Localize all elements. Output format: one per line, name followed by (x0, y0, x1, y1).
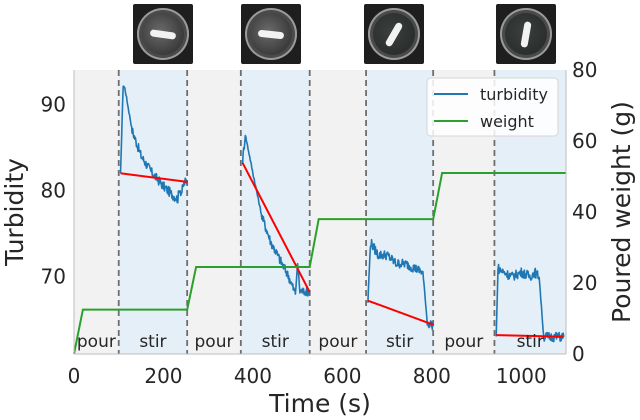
y-tick-label-80: 80 (41, 178, 66, 202)
phase-band-pour-0 (74, 70, 119, 354)
thumbnail-after-pour-2 (241, 4, 301, 64)
thumbnail-after-pour-1 (133, 4, 193, 64)
x-tick-label-200: 200 (144, 364, 182, 388)
y2-tick-label-40: 40 (572, 200, 597, 224)
phase-backgrounds (74, 70, 566, 354)
phase-label-pour-0: pour (77, 332, 116, 352)
phase-label-stir-7: stir (517, 332, 544, 352)
y2-axis-label: Poured weight (g) (607, 101, 636, 323)
turbidity-line-segment-2 (241, 134, 311, 297)
x-tick-label-400: 400 (234, 364, 272, 388)
thumbnail-after-pour-3 (364, 4, 424, 64)
legend-label-turbidity: turbidity (480, 85, 548, 104)
y2-tick-label-0: 0 (572, 342, 585, 366)
y2-tick-label-20: 20 (572, 271, 597, 295)
phase-band-stir-3 (240, 70, 310, 354)
phase-label-pour-2: pour (195, 332, 234, 352)
legend: turbidity weight (426, 77, 559, 137)
phase-label-stir-1: stir (139, 332, 166, 352)
fit-line-1 (120, 172, 188, 183)
x-tick-label-0: 0 (68, 364, 81, 388)
x-tick-label-1000: 1000 (496, 364, 547, 388)
x-axis-label: Time (s) (268, 389, 371, 418)
fit-line-2 (241, 162, 311, 293)
fit-line-4 (496, 334, 564, 338)
phase-label-stir-3: stir (262, 332, 289, 352)
legend-label-weight: weight (480, 112, 534, 131)
thumbnail-after-pour-4 (496, 4, 556, 64)
x-tick-label-800: 800 (413, 364, 451, 388)
phase-labels: pour stir pour stir pour stir pour stir (77, 332, 544, 352)
y-axis-label: Turbidity (0, 158, 29, 267)
y2-tick-label-80: 80 (572, 58, 597, 82)
phase-label-pour-4: pour (318, 332, 357, 352)
data-series (73, 85, 566, 355)
fit-line-3 (367, 299, 434, 326)
phase-label-stir-5: stir (386, 332, 413, 352)
y-tick-label-70: 70 (41, 265, 66, 289)
y2-tick-label-60: 60 (572, 129, 597, 153)
x-tick-label-600: 600 (323, 364, 361, 388)
phase-divider-lines (117, 70, 496, 354)
turbidity-line-segment-3 (367, 238, 434, 331)
weight-line (73, 172, 566, 355)
phase-band-pour-4 (309, 70, 367, 354)
axes: 0 200 400 600 800 1000 70 80 90 0 20 40 60 80 Time (s)… (0, 58, 636, 418)
phase-label-pour-6: pour (444, 332, 483, 352)
phase-band-pour-2 (187, 70, 241, 354)
phase-band-stir-5 (366, 70, 434, 354)
y-tick-label-90: 90 (41, 92, 66, 116)
